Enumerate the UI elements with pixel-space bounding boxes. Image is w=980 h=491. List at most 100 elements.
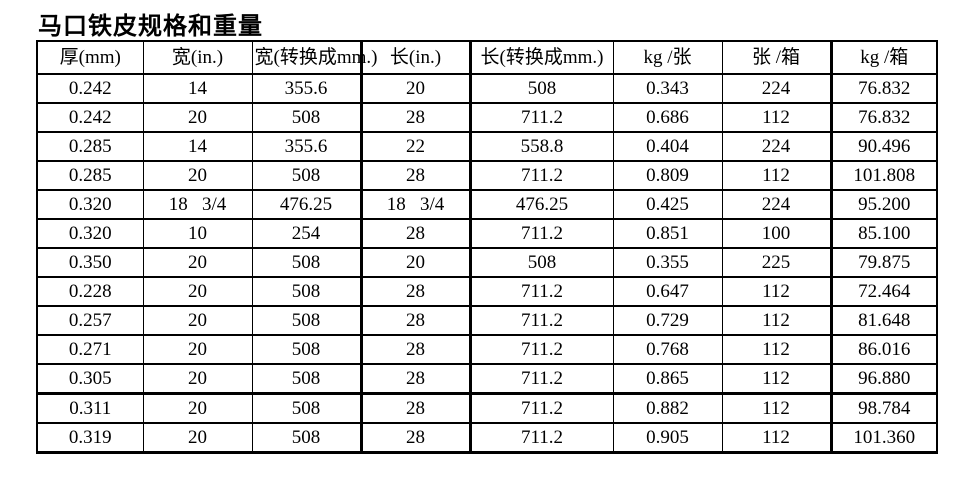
column-header-width-in: 宽(in.) <box>142 40 253 75</box>
column-header-label: 宽(转换成mm.) <box>254 47 378 68</box>
column-header-kg-per-sheet: kg /张 <box>612 40 723 75</box>
cell-kg-per-sheet: 0.686 <box>612 102 723 133</box>
cell-sheets-per-box: 112 <box>721 334 832 365</box>
cell-length-in: 20 <box>359 73 472 104</box>
column-header-label: 宽(in.) <box>171 47 224 68</box>
cell-sheets-per-box: 100 <box>721 218 832 249</box>
cell-kg-per-sheet: 0.809 <box>612 160 723 191</box>
cell-width-mm: 508 <box>251 102 362 133</box>
column-header-length-in: 长(in.) <box>359 40 472 75</box>
cell-width-in: 18 3/4 <box>142 189 253 220</box>
cell-kg-per-box: 101.360 <box>829 422 938 454</box>
column-header-thickness-mm: 厚(mm) <box>36 40 144 75</box>
cell-length-in: 22 <box>359 131 472 162</box>
cell-kg-per-box: 101.808 <box>829 160 938 191</box>
cell-sheets-per-box: 112 <box>721 422 832 454</box>
cell-kg-per-box: 72.464 <box>829 276 938 307</box>
cell-kg-per-sheet: 0.729 <box>612 305 723 336</box>
table-row: 0.257 20 508 28 711.2 0.729 112 81.648 <box>36 305 938 336</box>
cell-sheets-per-box: 112 <box>721 363 832 395</box>
cell-length-in: 18 3/4 <box>359 189 472 220</box>
header-row: 厚(mm) 宽(in.) 宽(转换成mm.) 长(in.) 长(转换成mm.) kg /张… <box>36 40 938 75</box>
cell-sheets-per-box: 112 <box>721 276 832 307</box>
column-header-label: 张 /箱 <box>751 47 801 68</box>
cell-width-mm: 508 <box>251 276 362 307</box>
cell-length-mm: 711.2 <box>469 276 614 307</box>
cell-length-mm: 711.2 <box>469 334 614 365</box>
cell-sheets-per-box: 112 <box>721 392 832 424</box>
cell-length-in: 28 <box>359 160 472 191</box>
cell-length-in: 28 <box>359 218 472 249</box>
cell-sheets-per-box: 112 <box>721 160 832 191</box>
cell-width-in: 20 <box>142 247 253 278</box>
cell-width-mm: 508 <box>251 160 362 191</box>
cell-kg-per-box: 95.200 <box>829 189 938 220</box>
table-row: 0.285 14 355.6 22 558.8 0.404 224 90.496 <box>36 131 938 162</box>
cell-kg-per-sheet: 0.865 <box>612 363 723 395</box>
column-header-length-mm: 长(转换成mm.) <box>469 40 614 75</box>
cell-length-in: 28 <box>359 422 472 454</box>
cell-thickness-mm: 0.271 <box>36 334 144 365</box>
cell-width-in: 20 <box>142 276 253 307</box>
cell-length-in: 28 <box>359 102 472 133</box>
cell-kg-per-box: 86.016 <box>829 334 938 365</box>
cell-length-mm: 711.2 <box>469 218 614 249</box>
cell-sheets-per-box: 225 <box>721 247 832 278</box>
cell-kg-per-sheet: 0.768 <box>612 334 723 365</box>
cell-width-in: 20 <box>142 102 253 133</box>
cell-length-mm: 711.2 <box>469 392 614 424</box>
cell-kg-per-box: 76.832 <box>829 73 938 104</box>
table-row: 0.228 20 508 28 711.2 0.647 112 72.464 <box>36 276 938 307</box>
cell-width-in: 20 <box>142 334 253 365</box>
cell-length-mm: 558.8 <box>469 131 614 162</box>
cell-length-in: 28 <box>359 392 472 424</box>
cell-thickness-mm: 0.320 <box>36 189 144 220</box>
cell-kg-per-box: 85.100 <box>829 218 938 249</box>
cell-thickness-mm: 0.285 <box>36 160 144 191</box>
cell-sheets-per-box: 224 <box>721 73 832 104</box>
cell-width-mm: 508 <box>251 363 362 395</box>
cell-length-mm: 711.2 <box>469 305 614 336</box>
cell-kg-per-box: 81.648 <box>829 305 938 336</box>
cell-width-in: 20 <box>142 363 253 395</box>
cell-kg-per-sheet: 0.882 <box>612 392 723 424</box>
cell-kg-per-box: 98.784 <box>829 392 938 424</box>
cell-width-mm: 508 <box>251 422 362 454</box>
cell-width-mm: 508 <box>251 334 362 365</box>
column-header-sheets-per-box: 张 /箱 <box>721 40 832 75</box>
cell-width-in: 10 <box>142 218 253 249</box>
cell-length-mm: 711.2 <box>469 102 614 133</box>
table-row: 0.305 20 508 28 711.2 0.865 112 96.880 <box>36 363 938 395</box>
cell-kg-per-box: 79.875 <box>829 247 938 278</box>
cell-thickness-mm: 0.242 <box>36 73 144 104</box>
cell-width-mm: 508 <box>251 247 362 278</box>
table-row: 0.320 18 3/4 476.25 18 3/4 476.25 0.425 224 95.… <box>36 189 938 220</box>
cell-kg-per-sheet: 0.905 <box>612 422 723 454</box>
cell-thickness-mm: 0.305 <box>36 363 144 395</box>
page-title: 马口铁皮规格和重量 <box>38 14 263 40</box>
column-header-label: kg /张 <box>643 47 692 68</box>
column-header-label: 长(in.) <box>389 47 442 68</box>
cell-thickness-mm: 0.350 <box>36 247 144 278</box>
cell-thickness-mm: 0.242 <box>36 102 144 133</box>
cell-thickness-mm: 0.285 <box>36 131 144 162</box>
cell-sheets-per-box: 112 <box>721 102 832 133</box>
cell-width-in: 14 <box>142 131 253 162</box>
cell-length-mm: 711.2 <box>469 160 614 191</box>
cell-kg-per-sheet: 0.647 <box>612 276 723 307</box>
cell-width-in: 20 <box>142 305 253 336</box>
table-row: 0.242 14 355.6 20 508 0.343 224 76.832 <box>36 73 938 104</box>
cell-width-in: 20 <box>142 422 253 454</box>
cell-thickness-mm: 0.228 <box>36 276 144 307</box>
table-row: 0.311 20 508 28 711.2 0.882 112 98.784 <box>36 392 938 424</box>
cell-thickness-mm: 0.320 <box>36 218 144 249</box>
cell-sheets-per-box: 224 <box>721 131 832 162</box>
table-row: 0.271 20 508 28 711.2 0.768 112 86.016 <box>36 334 938 365</box>
cell-length-mm: 508 <box>469 247 614 278</box>
column-header-label: kg /箱 <box>860 47 909 68</box>
table-row: 0.350 20 508 20 508 0.355 225 79.875 <box>36 247 938 278</box>
cell-sheets-per-box: 224 <box>721 189 832 220</box>
cell-kg-per-box: 96.880 <box>829 363 938 395</box>
cell-length-mm: 711.2 <box>469 422 614 454</box>
